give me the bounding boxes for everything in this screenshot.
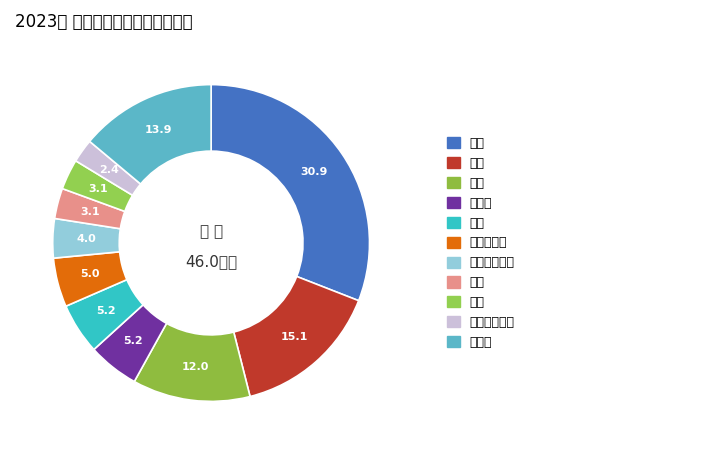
Wedge shape bbox=[211, 85, 370, 301]
Text: 30.9: 30.9 bbox=[301, 167, 328, 177]
Wedge shape bbox=[76, 141, 141, 195]
Wedge shape bbox=[55, 189, 124, 229]
Text: 12.0: 12.0 bbox=[181, 362, 209, 372]
Wedge shape bbox=[134, 324, 250, 401]
Text: 5.2: 5.2 bbox=[96, 306, 116, 316]
Text: 13.9: 13.9 bbox=[144, 125, 172, 135]
Wedge shape bbox=[90, 85, 211, 184]
Text: 総 額: 総 額 bbox=[199, 225, 223, 239]
Text: 5.2: 5.2 bbox=[124, 336, 143, 346]
Legend: 中国, 米国, タイ, インド, 香港, マレーシア, インドネシア, 豪州, 韓国, シンガポール, その他: 中国, 米国, タイ, インド, 香港, マレーシア, インドネシア, 豪州, … bbox=[447, 137, 515, 349]
Text: 4.0: 4.0 bbox=[76, 234, 96, 244]
Wedge shape bbox=[52, 218, 120, 258]
Wedge shape bbox=[234, 276, 359, 396]
Wedge shape bbox=[53, 252, 127, 306]
Text: 15.1: 15.1 bbox=[280, 332, 308, 342]
Text: 3.1: 3.1 bbox=[89, 184, 108, 194]
Text: 46.0億円: 46.0億円 bbox=[185, 255, 237, 270]
Wedge shape bbox=[94, 305, 167, 382]
Text: 2.4: 2.4 bbox=[100, 165, 119, 175]
Text: 5.0: 5.0 bbox=[80, 270, 100, 279]
Text: 2023年 輸出相手国のシェア（％）: 2023年 輸出相手国のシェア（％） bbox=[15, 14, 192, 32]
Wedge shape bbox=[66, 279, 143, 350]
Wedge shape bbox=[63, 161, 132, 212]
Text: 3.1: 3.1 bbox=[80, 207, 100, 216]
